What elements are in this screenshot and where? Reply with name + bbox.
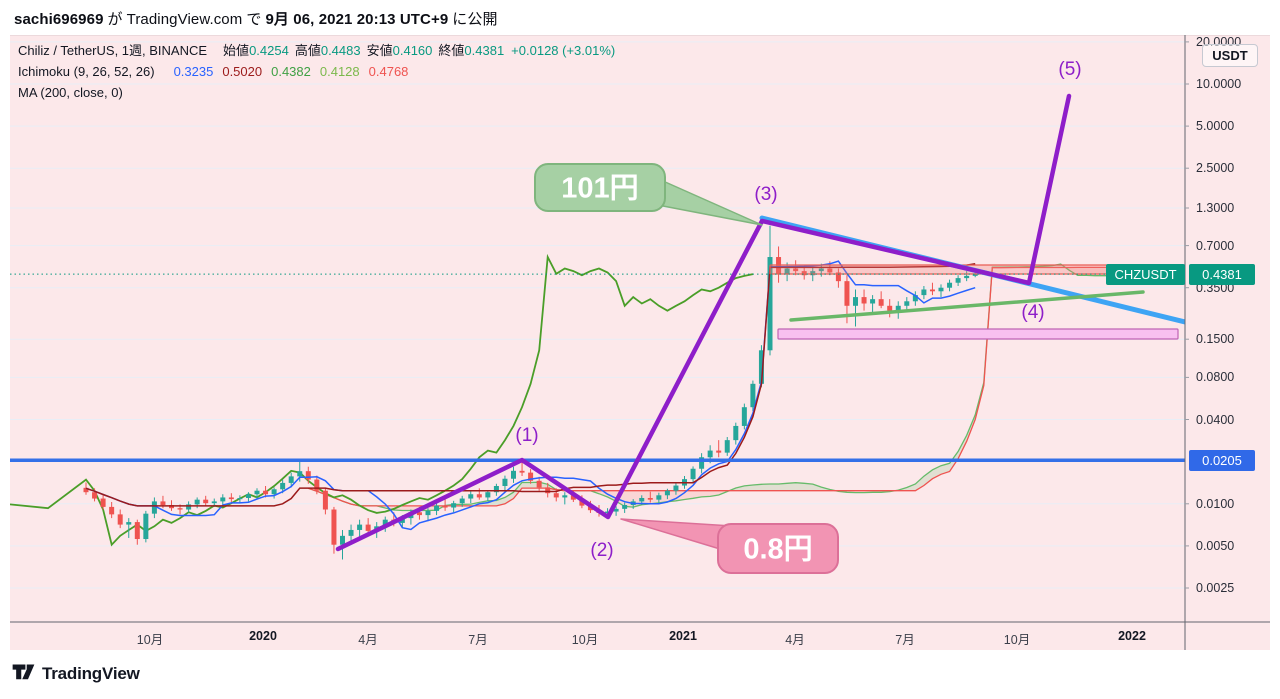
time-axis-label: 4月 bbox=[785, 633, 805, 647]
price-axis-label: 2.5000 bbox=[1196, 161, 1235, 175]
price-axis-label: 1.3000 bbox=[1196, 201, 1235, 215]
ichimoku-title: Ichimoku (9, 26, 52, 26) bbox=[18, 64, 155, 79]
chart-plot-svg: (1) (2) (3) (4) (5) 101円 0.8円 bbox=[10, 35, 1270, 650]
ma-title: MA (200, close, 0) bbox=[18, 85, 123, 100]
elliott-wave-line[interactable] bbox=[335, 93, 1072, 552]
callout-101yen-text: 101円 bbox=[561, 173, 638, 205]
grid-lines bbox=[10, 41, 1185, 589]
ichimoku-value: 0.4768 bbox=[368, 64, 409, 79]
time-axis-label: 10月 bbox=[136, 633, 164, 647]
time-axis-label: 2020 bbox=[249, 629, 277, 643]
ma-legend-row[interactable]: MA (200, close, 0) bbox=[18, 82, 615, 103]
publish-datetime: 9月 06, 2021 20:13 UTC+9 bbox=[265, 11, 449, 28]
base-line bbox=[85, 263, 976, 507]
price-axis-label: 0.0400 bbox=[1196, 413, 1235, 427]
publisher-username[interactable]: sachi696969 bbox=[14, 11, 104, 28]
price-axis-label: 0.1500 bbox=[1196, 332, 1235, 346]
ichimoku-value: 0.4128 bbox=[319, 64, 360, 79]
price-axis-label: 0.0100 bbox=[1196, 497, 1235, 511]
support-zone-band[interactable] bbox=[777, 328, 1179, 340]
symbol-title: Chiliz / TetherUS, 1週, BINANCE bbox=[18, 43, 208, 58]
conversion-line bbox=[85, 260, 976, 531]
close-value: 0.4381 bbox=[464, 43, 505, 58]
series-layer bbox=[10, 225, 1185, 560]
time-axis-label: 7月 bbox=[468, 633, 488, 647]
time-axis-label: 7月 bbox=[895, 633, 915, 647]
currency-toggle-button[interactable]: USDT bbox=[1202, 44, 1258, 67]
open-value: 0.4254 bbox=[249, 43, 289, 58]
symbol-legend-row[interactable]: Chiliz / TetherUS, 1週, BINANCE 始値0.4254 高値… bbox=[18, 43, 616, 58]
tradingview-logo[interactable]: TradingView bbox=[12, 663, 140, 684]
ichimoku-value: 0.5020 bbox=[222, 64, 263, 79]
axes bbox=[10, 35, 1270, 650]
time-axis-label: 10月 bbox=[571, 633, 599, 647]
wave-label-3: (3) bbox=[754, 184, 777, 205]
hline-price-badge: 0.0205 bbox=[1189, 450, 1255, 471]
change-value: +0.0128 (+3.01%) bbox=[511, 43, 616, 58]
last-price-badge: 0.4381 bbox=[1189, 264, 1255, 285]
time-axis-label: 4月 bbox=[358, 633, 378, 647]
chart-legend: Chiliz / TetherUS, 1週, BINANCE 始値0.4254 高値… bbox=[18, 40, 615, 103]
callout-0p8yen[interactable]: 0.8円 bbox=[620, 518, 839, 574]
symbol-price-badge: CHZUSDT bbox=[1106, 264, 1185, 285]
wave-label-5: (5) bbox=[1058, 59, 1081, 80]
site-name: TradingView.com bbox=[126, 11, 243, 28]
wave-label-4: (4) bbox=[1021, 302, 1044, 323]
price-axis-label: 0.7000 bbox=[1196, 239, 1235, 253]
candlesticks bbox=[83, 225, 978, 560]
wave-label-2: (2) bbox=[590, 540, 613, 561]
ichimoku-legend-row[interactable]: Ichimoku (9, 26, 52, 26) 0.3235 0.5020 0.43… bbox=[18, 61, 615, 82]
time-axis-label: 2021 bbox=[669, 629, 697, 643]
drawings-layer: (1) (2) (3) (4) (5) 101円 0.8円 bbox=[10, 59, 1185, 574]
high-value: 0.4483 bbox=[320, 43, 361, 58]
callout-101yen[interactable]: 101円 bbox=[534, 163, 763, 226]
callout-0p8yen-text: 0.8円 bbox=[743, 534, 812, 566]
tradingview-logo-text: TradingView bbox=[42, 663, 140, 683]
low-value: 0.4160 bbox=[392, 43, 433, 58]
publish-header: sachi696969 が TradingView.com で 9月 06, 2021 … bbox=[0, 0, 1280, 33]
ichimoku-values: 0.3235 0.5020 0.4382 0.4128 0.4768 bbox=[165, 64, 409, 79]
price-axis-label: 0.0800 bbox=[1196, 370, 1235, 384]
resistance-zone-band[interactable] bbox=[769, 264, 1109, 275]
wave-label-1: (1) bbox=[515, 425, 538, 446]
time-axis-label: 2022 bbox=[1118, 629, 1146, 643]
green-trendline[interactable] bbox=[789, 290, 1145, 322]
price-axis-label: 5.0000 bbox=[1196, 119, 1235, 133]
price-axis-label: 10.0000 bbox=[1196, 77, 1242, 91]
ichimoku-value: 0.4382 bbox=[271, 64, 311, 79]
price-axis-label: 0.0050 bbox=[1196, 539, 1235, 553]
lead2-line bbox=[308, 266, 1185, 507]
tradingview-logo-icon bbox=[12, 664, 35, 680]
price-axis-label: 0.0025 bbox=[1196, 581, 1235, 595]
time-axis-label: 10月 bbox=[1003, 633, 1031, 647]
publish-header-text: sachi696969 が TradingView.com で 9月 06, 2021 … bbox=[14, 11, 498, 28]
lead1-line bbox=[308, 263, 1185, 512]
ichimoku-value: 0.3235 bbox=[173, 64, 214, 79]
